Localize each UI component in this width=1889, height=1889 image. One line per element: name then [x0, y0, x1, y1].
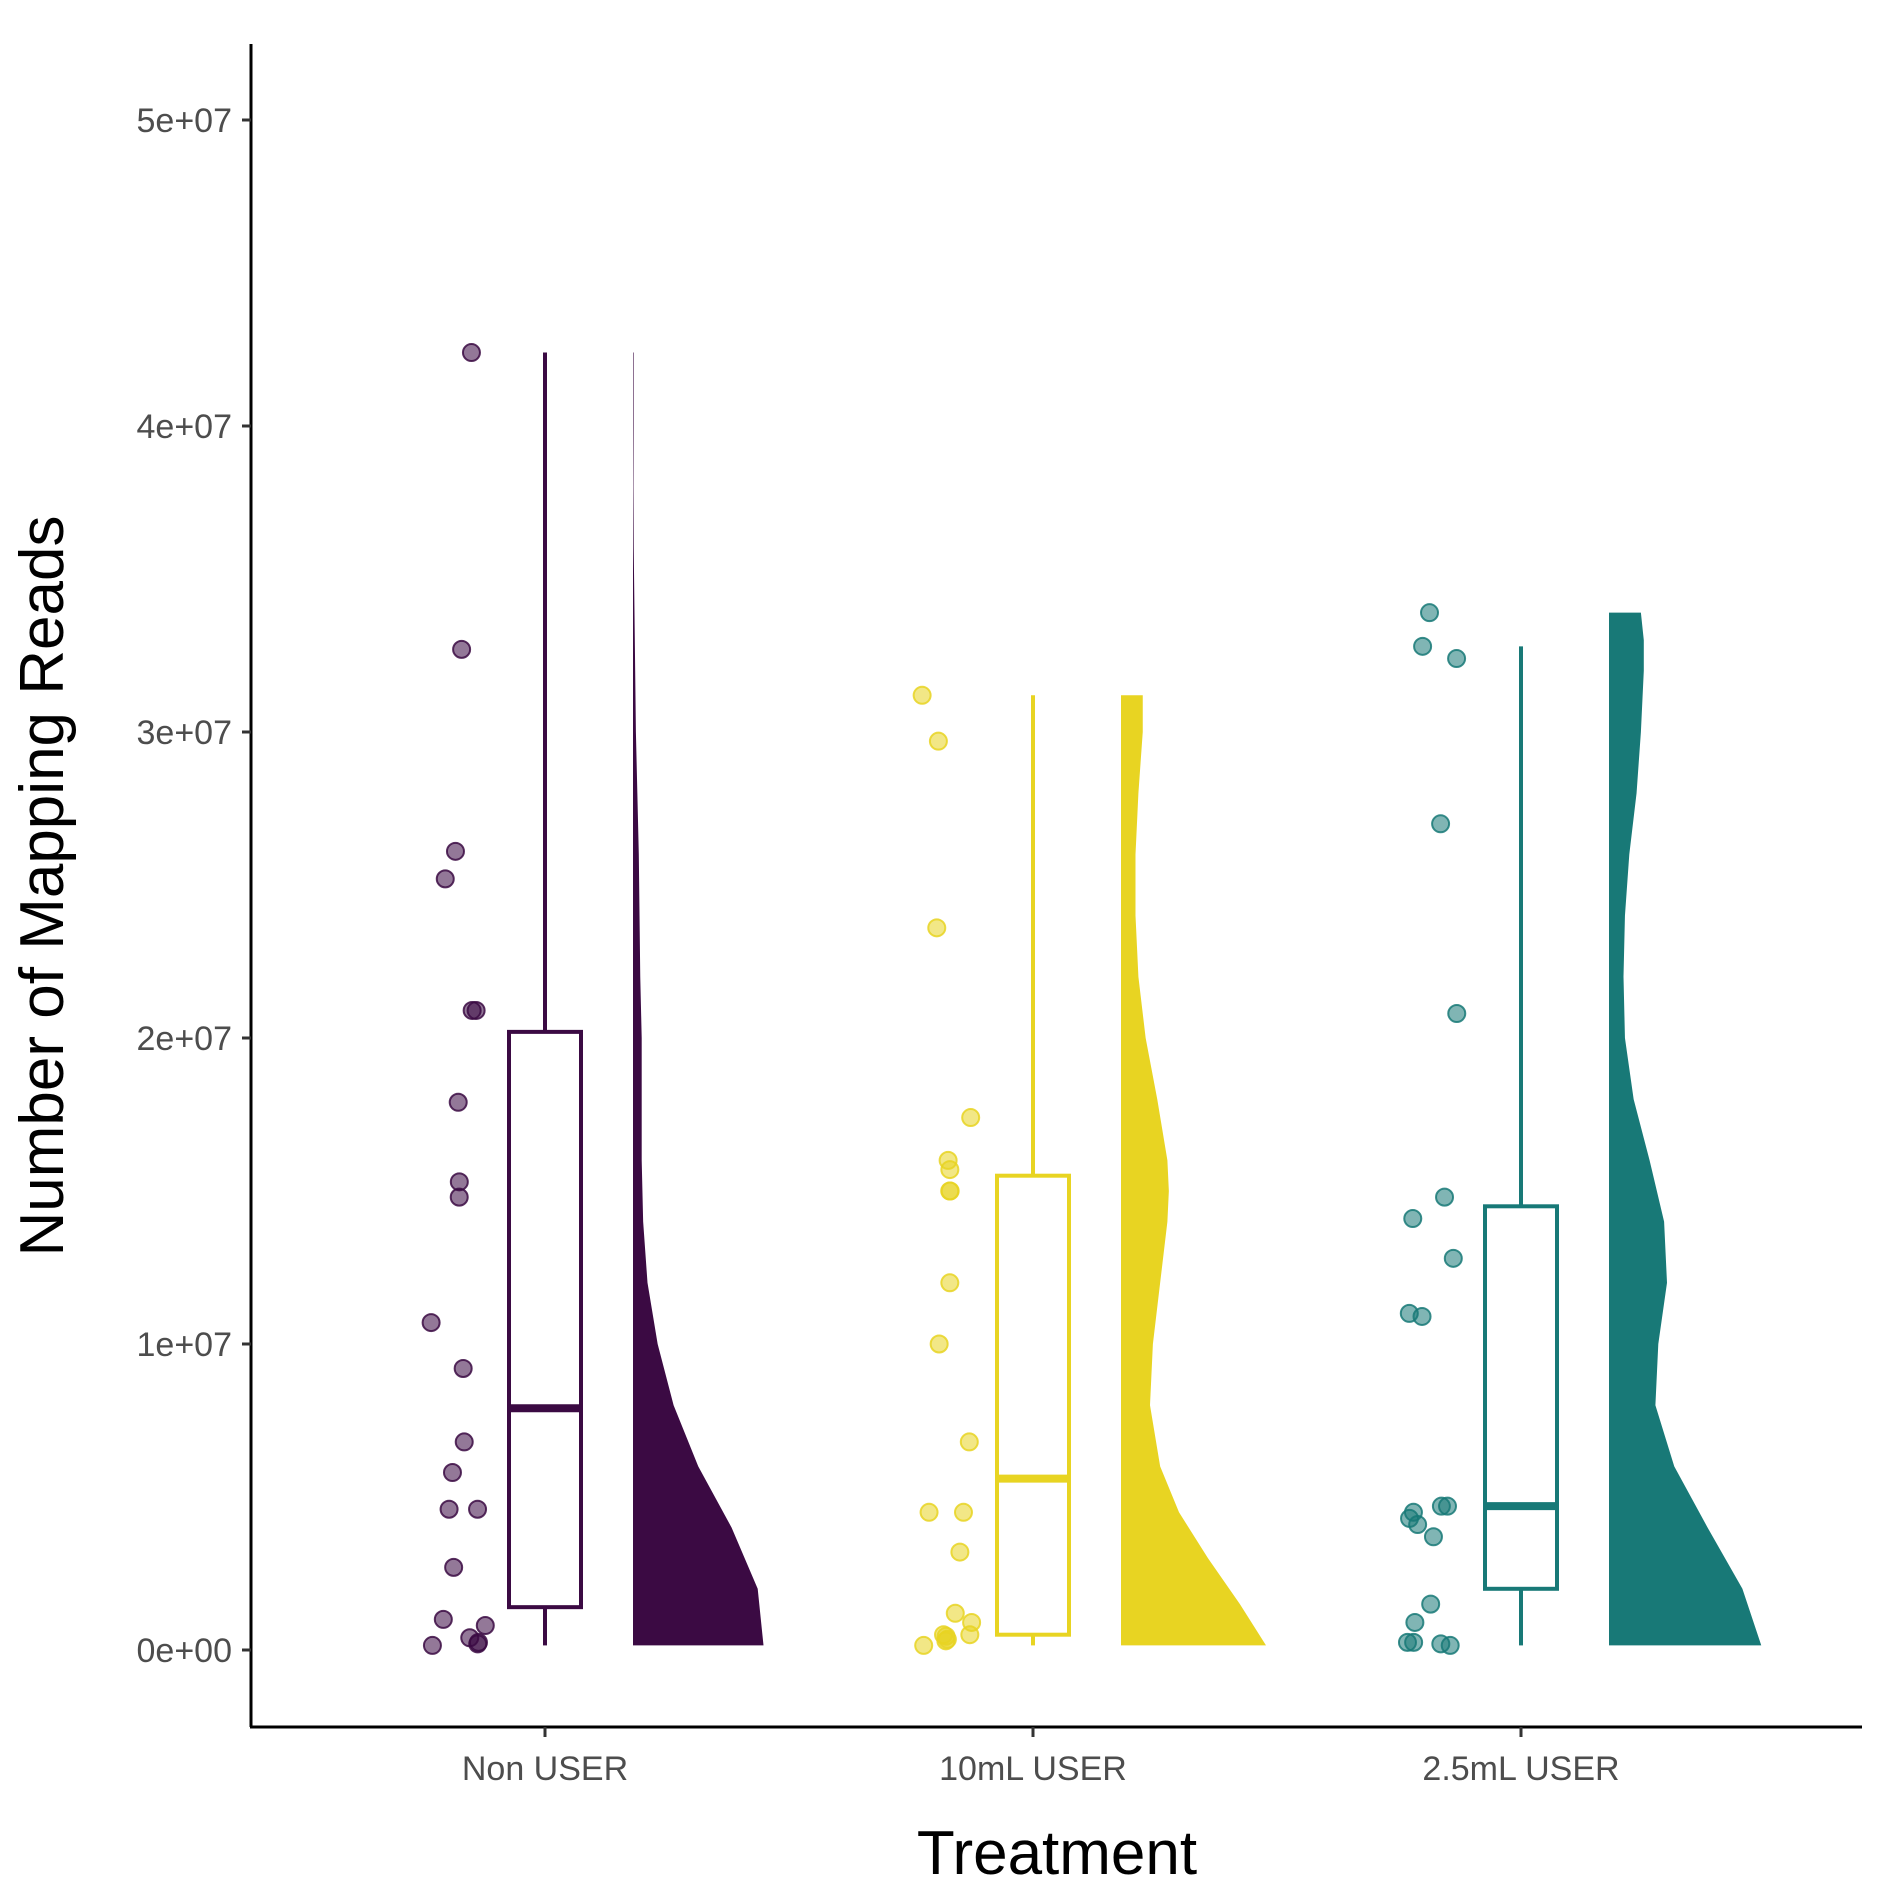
data-point: [442, 1463, 462, 1483]
data-point: [1431, 814, 1451, 834]
box-iqr: [995, 1173, 1071, 1637]
data-point: [1408, 1515, 1428, 1535]
data-point: [928, 731, 948, 751]
y-axis-title: Number of Mapping Reads: [8, 516, 77, 1257]
data-point: [929, 1334, 949, 1354]
data-point: [1440, 1635, 1460, 1655]
data-point: [475, 1616, 495, 1636]
x-tick-label: 10mL USER: [939, 1750, 1127, 1788]
points-layer: [421, 343, 1467, 1655]
data-point: [945, 1603, 965, 1623]
data-point: [914, 1635, 934, 1655]
data-point: [445, 841, 465, 861]
data-point: [927, 918, 947, 938]
data-point: [1435, 1187, 1455, 1207]
y-tick-label: 0e+00: [137, 1632, 233, 1670]
data-point: [468, 1634, 488, 1654]
data-point: [468, 1499, 488, 1519]
axes-layer: [249, 44, 1862, 1729]
density-cloud: [1609, 612, 1762, 1646]
data-point: [1405, 1612, 1425, 1632]
y-ticks: 0e+00 1e+07 2e+07 3e+07 4e+07 5e+07: [137, 102, 251, 1670]
data-point: [444, 1557, 464, 1577]
data-point: [1447, 649, 1467, 669]
data-point: [959, 1432, 979, 1452]
y-tick-label: 5e+07: [137, 102, 233, 140]
data-point: [439, 1499, 459, 1519]
data-point: [448, 1092, 468, 1112]
data-point: [960, 1625, 980, 1645]
data-point: [422, 1635, 442, 1655]
boxplot-layer: [507, 352, 1559, 1646]
data-point: [940, 1273, 960, 1293]
data-point: [452, 639, 472, 659]
data-point: [1431, 1496, 1451, 1516]
data-point: [462, 1000, 482, 1020]
data-point: [961, 1108, 981, 1128]
box-iqr: [1483, 1204, 1559, 1591]
box-iqr: [507, 1029, 583, 1610]
data-point: [1403, 1209, 1423, 1229]
x-axis-title: Treatment: [917, 1819, 1197, 1888]
data-point: [919, 1502, 939, 1522]
data-point: [449, 1187, 469, 1207]
data-point: [454, 1432, 474, 1452]
x-tick-label: 2.5mL USER: [1422, 1750, 1619, 1788]
data-point: [940, 1181, 960, 1201]
data-point: [453, 1358, 473, 1378]
data-point: [940, 1160, 960, 1180]
density-cloud: [633, 352, 764, 1646]
data-point: [1421, 1594, 1441, 1614]
data-point: [1423, 1527, 1443, 1547]
data-point: [421, 1313, 441, 1333]
data-point: [912, 685, 932, 705]
x-tick-label: Non USER: [462, 1750, 628, 1788]
density-layer: [633, 352, 1762, 1646]
data-point: [1413, 636, 1433, 656]
data-point: [1447, 1004, 1467, 1024]
data-point: [950, 1542, 970, 1562]
data-point: [953, 1502, 973, 1522]
y-tick-label: 3e+07: [137, 714, 233, 752]
data-point: [461, 343, 481, 363]
y-tick-label: 2e+07: [137, 1020, 233, 1058]
data-point: [1420, 603, 1440, 623]
data-point: [433, 1609, 453, 1629]
x-ticks: Non USER 10mL USER 2.5mL USER: [462, 1727, 1620, 1788]
data-point: [1443, 1248, 1463, 1268]
y-tick-label: 1e+07: [137, 1326, 233, 1364]
data-point: [1404, 1632, 1424, 1652]
data-point: [936, 1631, 956, 1651]
density-cloud: [1121, 695, 1266, 1646]
y-tick-label: 4e+07: [137, 408, 233, 446]
data-point: [435, 869, 455, 889]
data-point: [1412, 1306, 1432, 1326]
